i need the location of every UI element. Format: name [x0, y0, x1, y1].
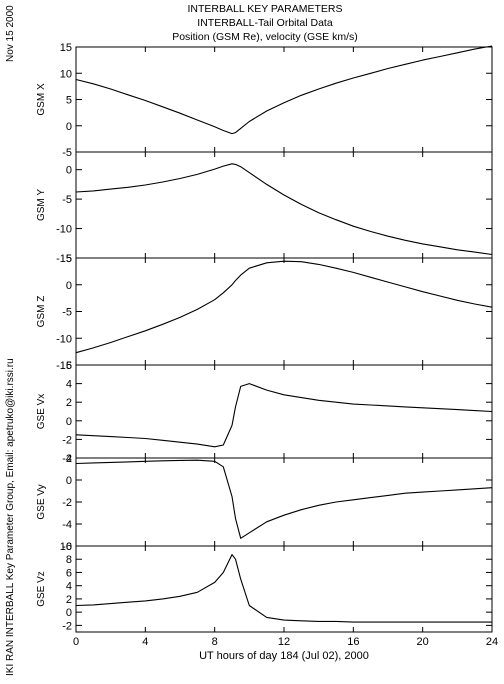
x-tick-label: 0: [73, 636, 79, 648]
y-tick-label: -5: [62, 194, 72, 206]
x-tick-label: 20: [417, 636, 429, 648]
y-tick-label: 15: [60, 42, 72, 54]
y-tick-label: 10: [60, 68, 72, 80]
panel-frame: [75, 46, 493, 153]
x-tick-label: 16: [347, 636, 359, 648]
y-axis-label: GSM Y: [36, 189, 47, 221]
y-axis-label: GSM Z: [36, 296, 47, 328]
y-tick-label: -15: [56, 360, 72, 372]
y-tick-label: -10: [56, 333, 72, 345]
panel-frame: [75, 545, 493, 633]
y-tick-label: 2: [66, 594, 72, 606]
y-tick-label: -15: [56, 253, 72, 265]
y-tick-label: -4: [62, 453, 72, 465]
title-line-2: INTERBALL-Tail Orbital Data: [197, 17, 333, 29]
series-line: [75, 260, 493, 354]
y-tick-label: -4: [62, 519, 72, 531]
series-line: [75, 163, 493, 256]
panel-0: -5 0 5 10 15 GSM X: [36, 42, 493, 159]
y-tick-label: -6: [62, 541, 72, 553]
y-tick-label: -5: [62, 147, 72, 159]
panels-group: -5 0 5 10 15 GSM X -15 -10 -5 0 GSM Y -15 -10 -5 0 5 GSM…: [36, 42, 493, 633]
x-tick-label: 24: [486, 636, 498, 648]
y-tick-label: 8: [66, 554, 72, 566]
series-line: [75, 459, 493, 539]
panel-4: -6 -4 -2 0 2 GSE Vy: [36, 453, 493, 553]
y-tick-label: 2: [66, 453, 72, 465]
y-tick-label: 0: [66, 165, 72, 177]
y-tick-label: 0: [66, 416, 72, 428]
x-axis-label: UT hours of day 184 (Jul 02), 2000: [199, 650, 369, 662]
y-tick-label: 0: [66, 121, 72, 133]
y-axis-label: GSE Vy: [36, 484, 47, 519]
y-tick-label: -2: [62, 497, 72, 509]
x-axis: 0 4 8 12 16 20 24: [73, 636, 498, 648]
y-axis-label: GSM X: [36, 83, 47, 116]
panel-frame: [75, 364, 493, 459]
y-tick-label: -10: [56, 224, 72, 236]
y-axis-label: GSE Vz: [36, 571, 47, 607]
x-tick-label: 4: [142, 636, 148, 648]
y-tick-label: -2: [62, 434, 72, 446]
y-tick-label: 4: [66, 581, 72, 593]
series-line: [75, 554, 492, 623]
date-stamp: Nov 15 2000: [5, 5, 16, 62]
series-line: [75, 45, 493, 135]
y-tick-label: 6: [66, 360, 72, 372]
y-axis-label: GSE Vx: [36, 394, 47, 430]
panel-frame: [75, 151, 493, 259]
x-tick-label: 12: [278, 636, 290, 648]
panel-frame: [75, 457, 493, 547]
y-tick-label: 2: [66, 397, 72, 409]
panel-2: -15 -10 -5 0 5 GSM Z: [36, 253, 493, 372]
y-tick-label: 0: [66, 607, 72, 619]
series-line: [75, 383, 493, 448]
panel-frame: [75, 257, 493, 366]
panel-1: -15 -10 -5 0 GSM Y: [36, 151, 493, 265]
y-tick-label: 0: [66, 475, 72, 487]
y-tick-label: 6: [66, 567, 72, 579]
y-tick-label: 4: [66, 379, 72, 391]
panel-3: -4 -2 0 2 4 6 GSE Vx: [36, 360, 493, 465]
credit-text: IKI RAN INTERBALL Key Parameter Group, E…: [5, 358, 16, 676]
title-line-3: Position (GSM Re), velocity (GSE km/s): [172, 31, 358, 43]
y-tick-label: 5: [66, 95, 72, 107]
y-tick-label: -5: [62, 307, 72, 319]
y-tick-label: -2: [62, 620, 72, 632]
y-tick-label: 10: [60, 541, 72, 553]
x-tick-label: 8: [212, 636, 218, 648]
y-tick-label: 0: [66, 280, 72, 292]
title-line-1: INTERBALL KEY PARAMETERS: [187, 3, 342, 15]
y-tick-label: 5: [66, 253, 72, 265]
